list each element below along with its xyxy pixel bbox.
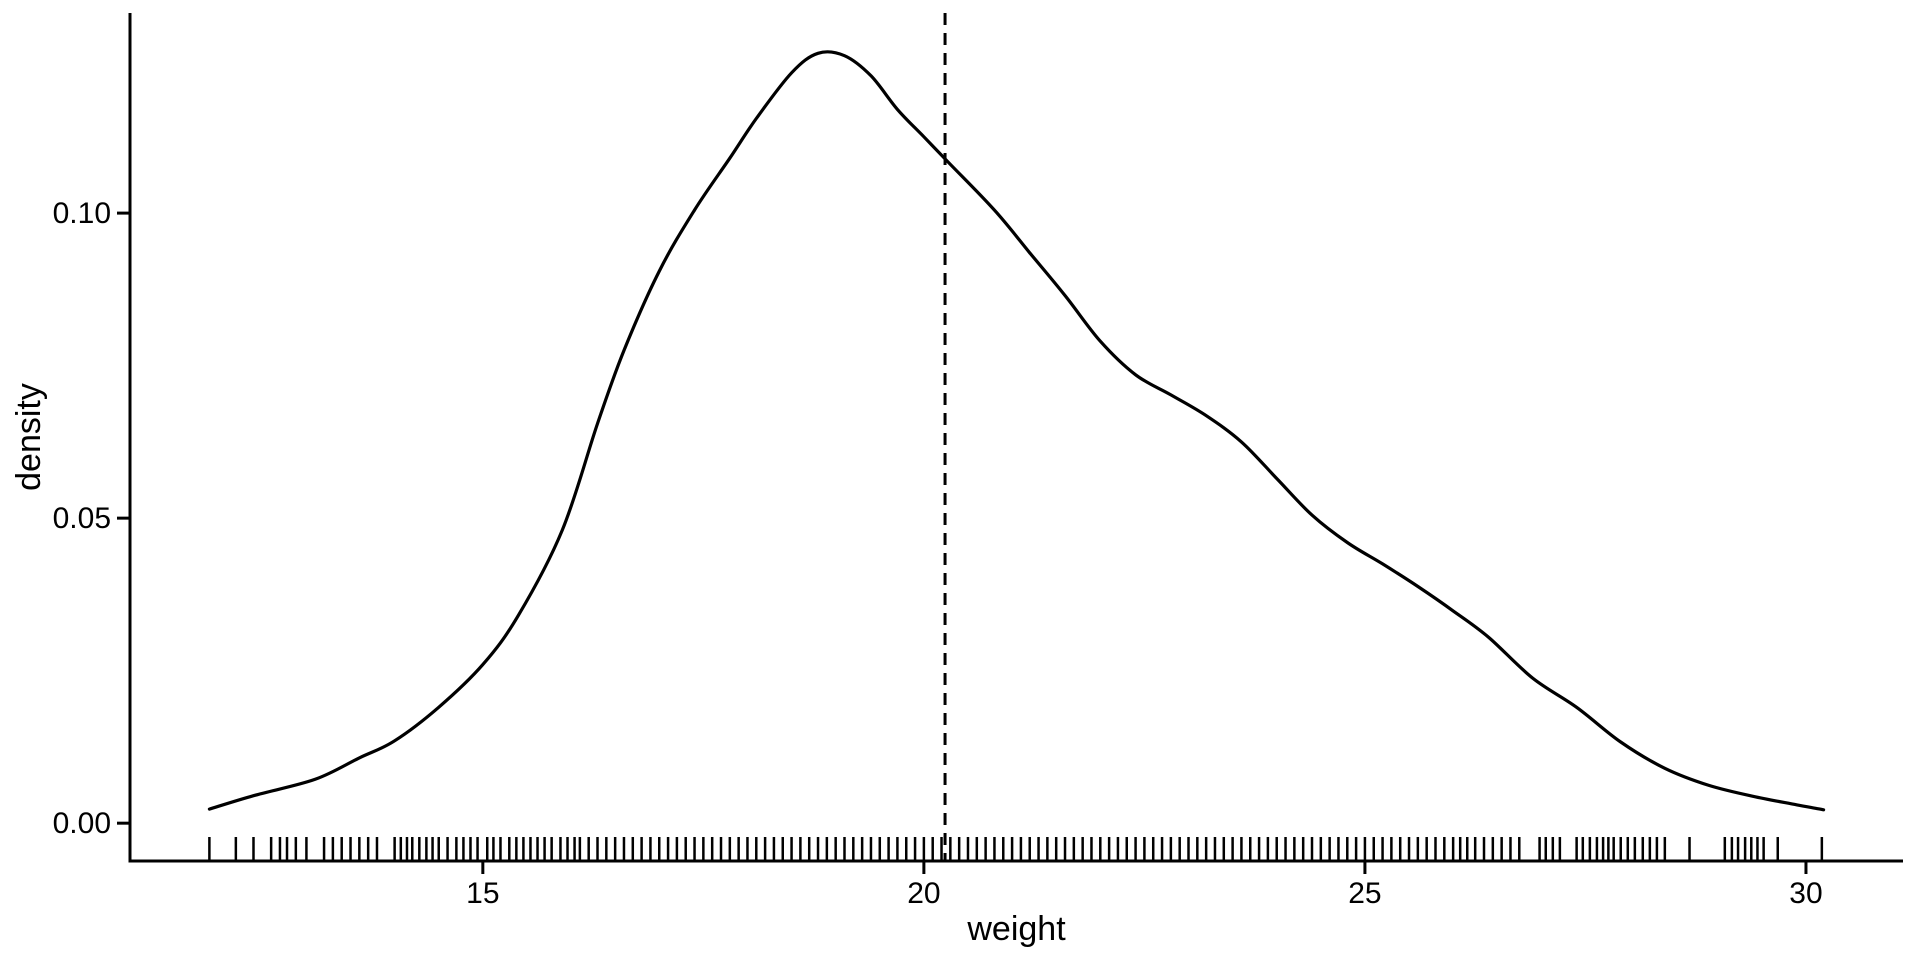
rug-marks <box>208 837 1824 861</box>
y-tick-label: 0.05 <box>53 502 111 535</box>
x-axis-ticks: 15 20 25 30 <box>466 861 1823 910</box>
x-tick-label: 20 <box>907 877 940 910</box>
y-axis-title: density <box>10 383 48 491</box>
density-curve <box>207 50 1826 812</box>
y-tick-label: 0.00 <box>53 807 111 840</box>
x-tick-label: 15 <box>466 877 499 910</box>
x-axis-title: weight <box>966 910 1066 948</box>
x-tick-label: 30 <box>1789 877 1822 910</box>
x-tick-label: 25 <box>1348 877 1381 910</box>
y-axis-ticks: 0.00 0.05 0.10 <box>53 197 130 840</box>
y-tick-label: 0.10 <box>53 197 111 230</box>
